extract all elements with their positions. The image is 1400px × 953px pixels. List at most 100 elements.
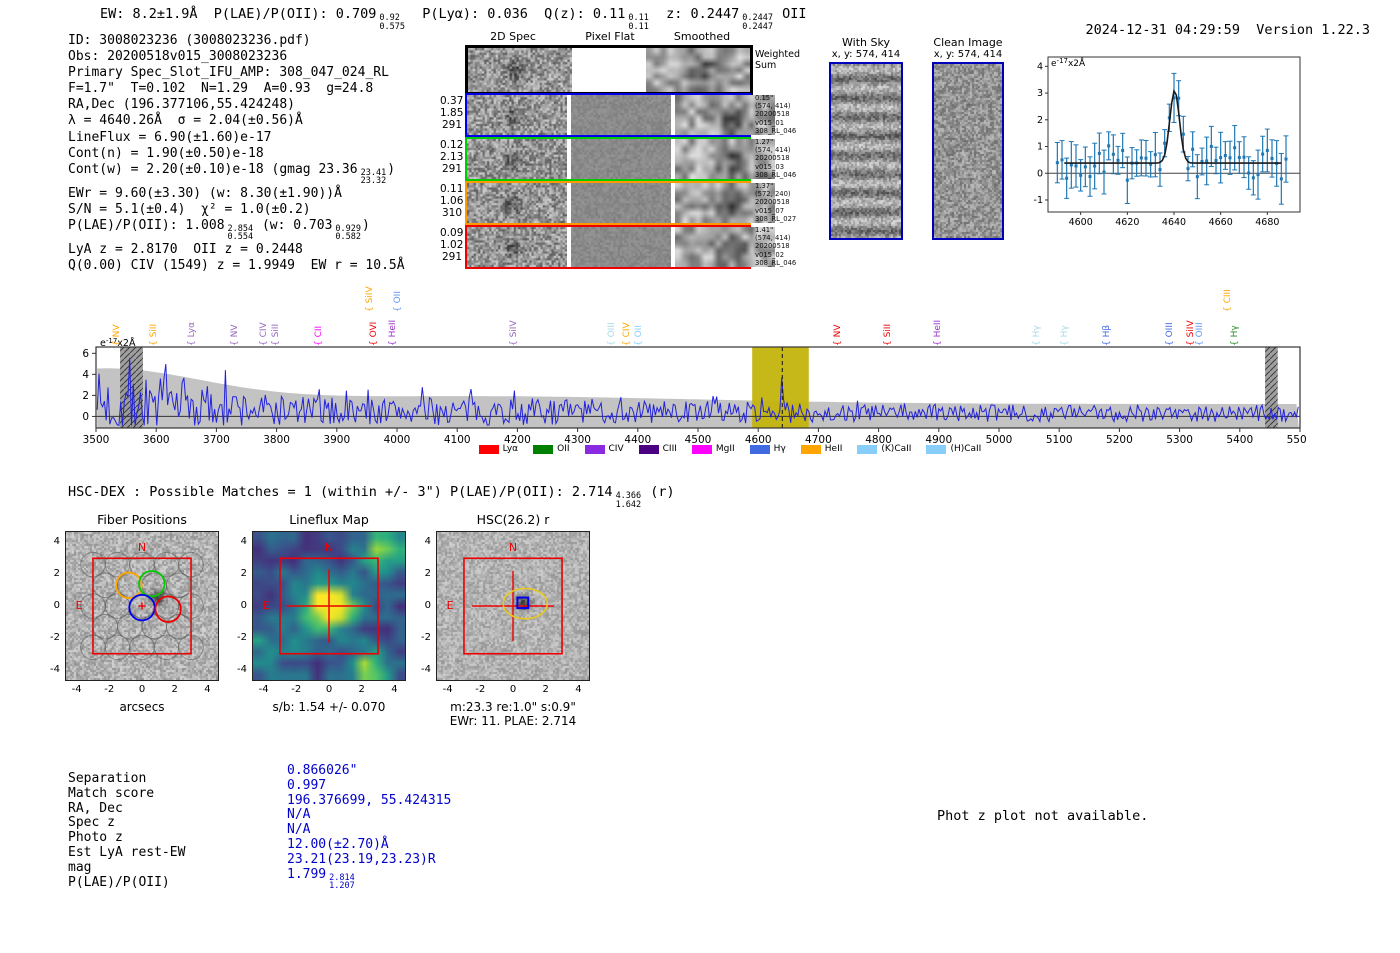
panel-overlay-fiber: NE <box>76 541 204 661</box>
svg-text:3500: 3500 <box>83 434 110 446</box>
emission-label-oiii: { OIII <box>606 322 617 346</box>
ytick: 4 <box>240 536 247 548</box>
match-row-value: 0.866026" <box>287 763 358 778</box>
text-segment: (w: 0.703 <box>254 217 333 233</box>
text-segment: Cont(n) = 1.90(±0.50)e-18 <box>68 145 264 161</box>
sky-panel-image-frame <box>829 62 903 240</box>
match-row-label: Spec z <box>68 815 115 831</box>
ytick: -2 <box>50 631 60 643</box>
ytick: -4 <box>50 663 60 675</box>
report-datetime-version: 2024-12-31 04:29:59 Version 1.22.3 <box>1053 6 1371 54</box>
emission-label-civ: { CIV <box>259 322 270 346</box>
xtick: 2 <box>171 684 178 695</box>
cutout-row <box>465 137 775 181</box>
svg-text:0: 0 <box>82 411 89 423</box>
cutout-pixelflat-image <box>571 139 671 179</box>
info-line: λ = 4640.26Å σ = 2.04(±0.56)Å <box>68 113 405 129</box>
svg-text:E: E <box>447 599 454 612</box>
xtick: 2 <box>358 684 365 695</box>
info-line: EWr = 9.60(±3.30) (w: 8.30(±1.90))Å <box>68 186 405 202</box>
hi-lo-stack: 0.92 0.575 <box>376 14 406 31</box>
xtick: -4 <box>442 684 453 695</box>
match-table-values: 0.866026" 0.997 196.376699, 55.424315 N/A N/… <box>287 763 451 892</box>
xtick: -2 <box>291 684 302 695</box>
legend-label: MgII <box>715 444 735 454</box>
text-segment: ) <box>362 217 370 233</box>
svg-text:5400: 5400 <box>1226 434 1253 446</box>
match-table-labels: Separation Match score RA, Dec Spec z Photo … <box>68 771 186 890</box>
emission-label-siii: { SiII <box>270 323 281 346</box>
cutout-2dspec-image <box>467 95 567 135</box>
hi-value: 2.854 <box>227 223 254 234</box>
emission-label-hγ: { Hγ <box>1059 325 1070 346</box>
match-row-label: Separation <box>68 771 147 786</box>
emission-label-siii: { SiII <box>882 323 893 346</box>
emission-label-ciii: { CIII <box>1222 289 1233 312</box>
legend-item-h: Hγ <box>749 444 786 454</box>
legend-swatch <box>926 444 947 454</box>
emission-label-nv: { NV <box>832 324 843 346</box>
svg-text:4800: 4800 <box>865 434 892 446</box>
emission-label-cii: { CII <box>313 325 324 346</box>
lo-value: 1.642 <box>615 499 642 510</box>
ytick: 0 <box>53 600 60 611</box>
emission-label-lyα: { Lyα <box>187 321 198 346</box>
legend-item-ciii: CIII <box>638 444 677 454</box>
xtick: -2 <box>104 684 115 695</box>
cutout-pixelflat-image <box>571 227 671 267</box>
legend-label: Lyα <box>502 444 519 454</box>
hi-lo-stack: 0.11 0.11 <box>625 14 649 31</box>
xtick: 4 <box>575 684 582 695</box>
emission-label-oii: { OII <box>633 325 644 346</box>
info-line: Q(0.00) CIV (1549) z = 1.9949 EW r = 10.… <box>68 258 405 274</box>
col-header-smoothed: Smoothed <box>673 30 731 43</box>
legend-item-kcaii: (K)CaII <box>857 444 911 454</box>
legend-swatch <box>478 444 499 454</box>
cutout-smoothed-image <box>675 95 775 135</box>
legend-swatch <box>800 444 821 454</box>
text-segment: Primary Spec_Slot_IFU_AMP: 308_047_024_R… <box>68 65 389 81</box>
cutout-smoothed-image <box>675 183 775 223</box>
col-header-2dspec: 2D Spec <box>490 30 536 43</box>
panel-title-fiber: Fiber Positions <box>97 512 187 527</box>
legend-item-civ: CIV <box>584 444 624 454</box>
lo-value: 0.2447 <box>742 21 773 32</box>
sky-panel-image-frame <box>932 62 1004 240</box>
text-segment: OII <box>774 6 807 22</box>
match-row-label: Est LyA rest-EW <box>68 844 186 860</box>
info-line: S/N = 5.1(±0.4) χ² = 1.0(±0.2) <box>68 202 405 218</box>
text-segment: F=1.7" T=0.102 N=1.29 A=0.93 g=24.8 <box>68 81 374 97</box>
text-segment: P(LAE)/P(OII): 1.008 <box>68 217 225 233</box>
text-segment: ID: 3008023236 (3008023236.pdf) <box>68 33 311 48</box>
svg-text:4300: 4300 <box>564 434 591 446</box>
hi-value: 23.41 <box>360 167 387 178</box>
svg-text:4: 4 <box>1037 61 1043 72</box>
cutout-row <box>465 45 753 95</box>
info-line: Obs: 20200518v015_3008023236 <box>68 49 405 65</box>
hi-value: 0.92 <box>379 13 400 23</box>
legend-swatch <box>584 444 605 454</box>
emission-label-siii: { SiII <box>148 323 159 346</box>
emission-label-ovi: { OVI <box>368 321 379 346</box>
lo-value: 0.11 <box>628 21 649 32</box>
xtick: 4 <box>204 684 211 695</box>
hi-lo-stack: 2.814 1.207 <box>329 872 355 892</box>
panel-lineflux: Lineflux Map N E -4 -4 -2 -2 0 0 2 2 4 4 s/b: 1.54 +/… <box>225 512 430 737</box>
xtick: 0 <box>325 684 333 695</box>
emission-label-oiii: { OIII <box>1195 322 1206 346</box>
svg-text:1: 1 <box>1037 142 1043 153</box>
match-row-label: P(LAE)/P(OII) <box>68 874 170 890</box>
legend-label: CIV <box>608 444 624 454</box>
text-segment: LyA z = 2.8170 OII z = 0.2448 <box>68 241 303 257</box>
emission-label-oii: { OII <box>393 291 404 312</box>
svg-text:4500: 4500 <box>685 434 712 446</box>
match-row-value: 0.997 <box>287 777 327 793</box>
cutout-smoothed-image <box>675 227 775 267</box>
info-line: LyA z = 2.8170 OII z = 0.2448 <box>68 242 405 258</box>
legend-item-ly: Lyα <box>478 444 519 454</box>
svg-text:5500: 5500 <box>1287 434 1306 446</box>
legend-swatch <box>857 444 878 454</box>
xtick: 0 <box>509 684 517 695</box>
